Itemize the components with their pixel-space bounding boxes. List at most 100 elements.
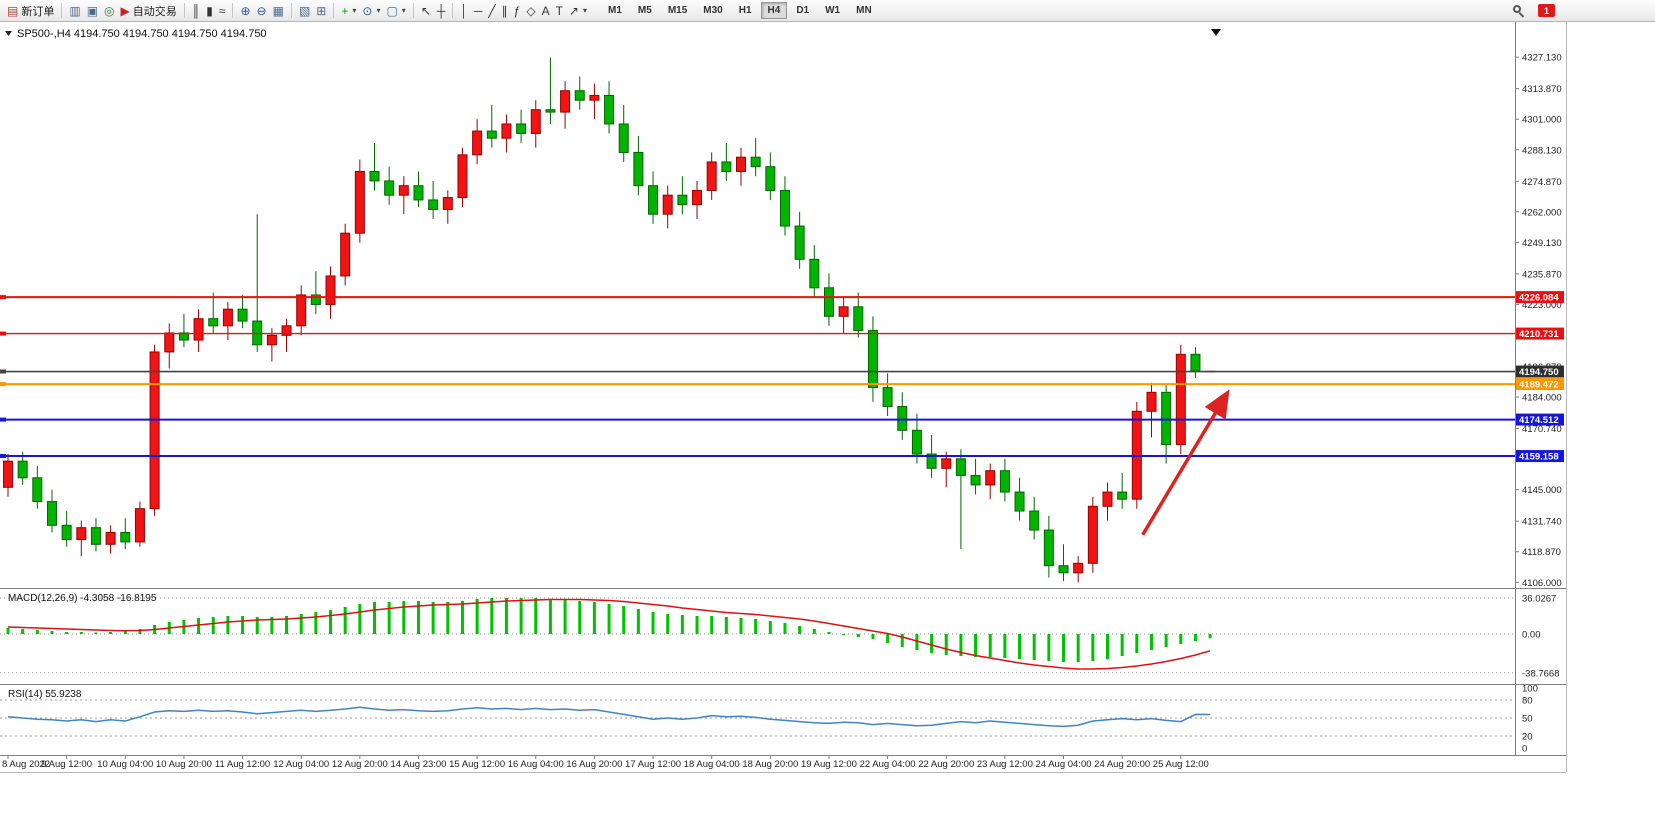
time-label: 23 Aug 12:00 xyxy=(977,759,1033,770)
time-label: 8 Aug 2022 xyxy=(2,759,50,770)
candle xyxy=(1117,473,1128,509)
market-watch-icon[interactable]: ▣ xyxy=(84,2,101,20)
svg-text:4159.158: 4159.158 xyxy=(1519,452,1559,463)
timeframe-h1[interactable]: H1 xyxy=(738,5,752,16)
charts-window-icon[interactable]: ▥ xyxy=(66,2,83,20)
crosshair-icon[interactable]: ┼ xyxy=(434,2,449,20)
svg-text:4194.750: 4194.750 xyxy=(1519,367,1559,378)
text-label-icon[interactable]: T xyxy=(553,2,566,20)
new-order-button[interactable]: ▤ 新订单 xyxy=(4,2,57,20)
add-indicator-button[interactable]: + ▾ xyxy=(338,2,359,20)
candle xyxy=(457,147,468,208)
zoom-out-icon: ⊖ xyxy=(256,3,267,18)
candlestick-icon[interactable]: ▮ xyxy=(203,2,216,20)
price-tick: 4184.000 xyxy=(1522,393,1562,404)
ohlc-bars-icon: ║ xyxy=(191,3,201,18)
candle xyxy=(252,214,263,352)
charts-window-icon: ▥ xyxy=(69,3,81,18)
candle xyxy=(325,266,336,319)
time-label: 22 Aug 20:00 xyxy=(918,759,974,770)
time-label: 22 Aug 04:00 xyxy=(860,759,916,770)
candle xyxy=(882,373,893,417)
rsi-axis-label: 50 xyxy=(1522,714,1533,725)
timeframe-h4[interactable]: H4 xyxy=(760,2,788,19)
candle xyxy=(354,159,365,243)
templates-icon: ▢ xyxy=(386,3,398,18)
candle xyxy=(867,316,878,402)
cascade-windows-icon[interactable]: ▧ xyxy=(296,2,313,20)
trend-arrow-line[interactable] xyxy=(1141,389,1230,536)
line-chart-icon[interactable]: ≈ xyxy=(216,2,229,20)
candle xyxy=(1161,385,1172,464)
rsi-axis-label: 80 xyxy=(1522,696,1533,707)
timeframe-m5[interactable]: M5 xyxy=(637,5,652,16)
fibonacci-icon[interactable]: ƒ xyxy=(511,2,524,20)
macd-panel: 36.0267 0.00 -38.7668 xyxy=(6,593,1560,679)
horizontal-line-icon[interactable]: ─ xyxy=(471,2,486,20)
timeframe-m15[interactable]: M15 xyxy=(667,5,688,16)
toolbar-separator xyxy=(412,3,414,18)
candle xyxy=(545,57,556,124)
candle xyxy=(413,171,424,208)
price-badge xyxy=(1516,450,1564,463)
time-label: 17 Aug 12:00 xyxy=(625,759,681,770)
candle xyxy=(589,83,600,120)
timeframe-d1[interactable]: D1 xyxy=(796,5,810,16)
navigator-icon[interactable]: ◎ xyxy=(101,2,117,20)
chart-canvas[interactable]: 4327.130 4313.870 4301.000 4288.130 4274.870… xyxy=(0,22,1655,819)
candle xyxy=(208,292,219,333)
timeframe-m30[interactable]: M30 xyxy=(703,5,723,16)
candle xyxy=(853,292,864,338)
price-line-anchor xyxy=(0,369,6,374)
trendline-icon[interactable]: ╱ xyxy=(485,2,498,20)
toolbar-separator xyxy=(333,3,335,18)
time-label: 15 Aug 12:00 xyxy=(449,759,505,770)
macd-axis-label: -38.7668 xyxy=(1522,668,1560,679)
templates-button[interactable]: ▢ ▾ xyxy=(383,2,408,20)
vertical-line-icon[interactable]: │ xyxy=(457,2,471,20)
shapes-icon[interactable]: ◇ xyxy=(523,2,538,20)
candlestick-icon: ▮ xyxy=(206,3,213,18)
chart-shift-marker[interactable] xyxy=(1211,29,1221,36)
periods-button[interactable]: ⊙ ▾ xyxy=(359,2,383,20)
svg-text:4210.731: 4210.731 xyxy=(1519,329,1559,340)
price-badge xyxy=(1516,327,1564,340)
arrows-button[interactable]: ↗ ▾ xyxy=(566,2,590,20)
timeframe-m1[interactable]: M1 xyxy=(608,5,622,16)
cursor-icon[interactable]: ↖ xyxy=(418,2,434,20)
candle xyxy=(1146,382,1157,438)
candle xyxy=(164,323,175,369)
zoom-in-icon[interactable]: ⊕ xyxy=(237,2,253,20)
shapes-icon: ◇ xyxy=(526,3,536,18)
text-label-icon: T xyxy=(555,3,563,18)
symbol-dropdown-icon[interactable] xyxy=(5,31,12,36)
auto-scroll-icon: ▦ xyxy=(272,3,284,18)
auto-scroll-icon[interactable]: ▦ xyxy=(270,2,287,20)
candle xyxy=(472,119,483,165)
zoom-in-icon: ⊕ xyxy=(240,3,251,18)
ohlc-bars-icon[interactable]: ║ xyxy=(189,2,204,20)
price-tick: 4131.740 xyxy=(1522,517,1562,528)
equidistant-channel-icon[interactable]: ∥ xyxy=(499,2,511,20)
price-line-anchor xyxy=(0,382,6,387)
search-icon[interactable] xyxy=(1512,4,1526,18)
time-label: 18 Aug 20:00 xyxy=(742,759,798,770)
price-tick: 4274.870 xyxy=(1522,177,1562,188)
rsi-label: RSI(14) 55.9238 xyxy=(8,689,82,700)
candle xyxy=(442,190,453,224)
text-icon[interactable]: A xyxy=(539,2,553,20)
candle xyxy=(633,135,644,196)
trend-arrow[interactable] xyxy=(1141,389,1230,536)
timeframe-w1[interactable]: W1 xyxy=(825,5,841,16)
toolbar-separator xyxy=(232,3,234,18)
notification-badge[interactable]: 1 xyxy=(1538,4,1555,17)
candle xyxy=(897,392,908,440)
fibonacci-icon: ƒ xyxy=(513,3,521,18)
trendline-icon: ╱ xyxy=(488,3,496,18)
zoom-out-icon[interactable]: ⊖ xyxy=(254,2,270,20)
price-lines[interactable] xyxy=(0,295,1515,459)
auto-trading-button[interactable]: ▶ 自动交易 xyxy=(118,2,180,20)
timeframe-mn[interactable]: MN xyxy=(856,5,872,16)
tile-windows-icon[interactable]: ⊞ xyxy=(313,2,329,20)
tile-windows-icon: ⊞ xyxy=(316,3,327,18)
